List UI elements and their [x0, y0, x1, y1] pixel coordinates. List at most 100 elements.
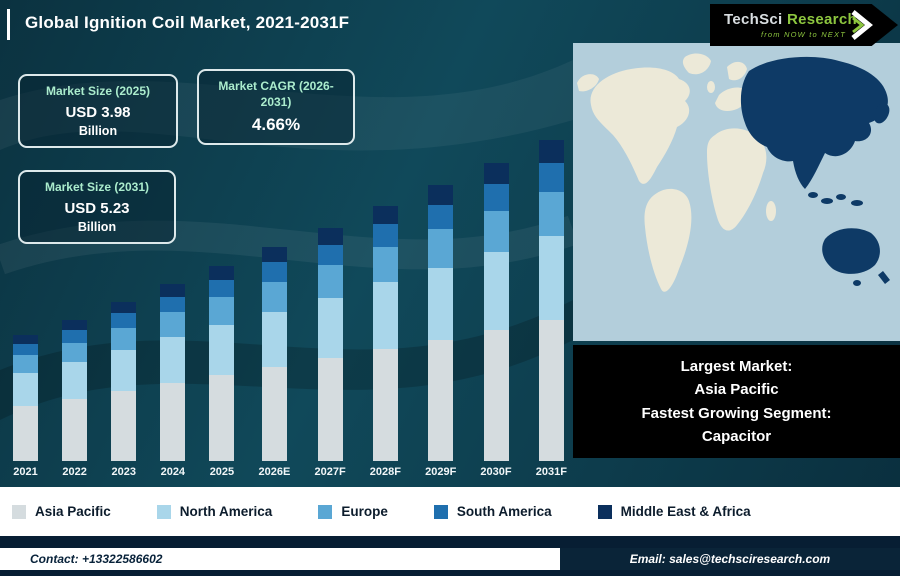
bar-segment [483, 329, 509, 461]
greenland-region [682, 53, 711, 75]
bar-segment [317, 358, 343, 461]
bar-segment [483, 210, 509, 253]
europe-region [715, 87, 749, 111]
bar-group-2023: 2023 [111, 302, 137, 478]
x-axis-label: 2025 [209, 466, 235, 478]
bar-group-2026E: 2026E [258, 247, 291, 478]
bar-segment [372, 246, 398, 283]
footer-contact: Contact: +13322586602 [0, 548, 560, 570]
bar-segment [160, 312, 186, 338]
bar-group-2031F: 2031F [536, 140, 567, 478]
bar-segment [209, 375, 235, 461]
bar-segment [160, 383, 186, 461]
title-accent-line [7, 9, 10, 40]
bar-segment [111, 327, 137, 350]
x-axis-label: 2029F [425, 466, 457, 478]
sea-island [808, 192, 818, 198]
bar-segment [160, 284, 186, 297]
stacked-bar-2022 [62, 320, 88, 461]
bar-segment [261, 367, 287, 461]
bar-segment [209, 279, 235, 298]
bar-segment [317, 298, 343, 359]
bar-group-2028F: 2028F [370, 205, 401, 478]
bar-segment [111, 391, 137, 461]
x-axis-label: 2023 [111, 466, 136, 478]
x-axis-label: 2021 [13, 466, 38, 478]
techsci-logo: TechSci Research from NOW to NEXT [710, 4, 898, 46]
bar-group-2021: 2021 [13, 334, 38, 478]
legend-swatch [156, 504, 171, 519]
bar-segment [62, 342, 88, 363]
callout-line: Fastest Growing Segment: [641, 404, 832, 422]
bar-segment [111, 349, 137, 392]
world-map-panel [573, 43, 900, 341]
stat-value: 4.66% [251, 115, 301, 135]
logo-brand: TechSci Research [724, 11, 857, 28]
alaska-region [577, 74, 599, 92]
logo-tagline: from NOW to NEXT [760, 30, 846, 39]
sea-island [836, 194, 846, 200]
bar-segment [111, 313, 137, 328]
bar-group-2022: 2022 [62, 320, 88, 478]
bar-segment [209, 324, 235, 376]
bar-segment [209, 297, 235, 325]
x-axis-label: 2022 [62, 466, 87, 478]
legend-item-north-america: North America [156, 504, 272, 519]
footer-email: Email: sales@techsciresearch.com [560, 548, 900, 570]
callout-line: Largest Market: [680, 358, 793, 375]
logo-brand-secondary: Research [786, 11, 857, 28]
world-map-svg [573, 43, 900, 341]
x-axis-label: 2024 [160, 466, 186, 478]
stacked-bar-chart: 2021 2022 2023 2024 2025 2026E 2027F 2028F 2029F… [13, 118, 567, 478]
stacked-bar-2026E [261, 247, 287, 461]
stat-label: Market CAGR (2026-2031) [218, 79, 334, 109]
bar-segment [428, 204, 454, 230]
bar-segment [13, 372, 38, 406]
north-america-region [590, 67, 690, 184]
tasmania-region [853, 280, 861, 286]
bar-segment [372, 205, 398, 224]
market-callout-box: Largest Market: Asia Pacific Fastest Gro… [573, 345, 900, 458]
bar-segment [372, 282, 398, 349]
stat-unit: Billion [77, 219, 117, 234]
bar-segment [372, 348, 398, 461]
legend-swatch [318, 504, 333, 519]
stacked-bar-2023 [111, 302, 137, 461]
stacked-bar-2028F [372, 205, 398, 461]
australia-region [822, 228, 880, 274]
legend-item-middle-east-africa: Middle East & Africa [597, 504, 751, 519]
bar-segment [483, 163, 509, 184]
bottom-bar [0, 570, 900, 576]
stacked-bar-2025 [209, 266, 235, 461]
bar-segment [13, 334, 38, 344]
bar-segment [372, 223, 398, 247]
scandinavia-region [727, 61, 747, 81]
bar-segment [62, 320, 88, 330]
japan-region [874, 103, 890, 124]
bar-segment [428, 268, 454, 340]
sea-island [851, 200, 863, 206]
legend-item-asia-pacific: Asia Pacific [12, 504, 111, 519]
x-axis-label: 2031F [535, 466, 567, 478]
x-axis-label: 2026E [258, 466, 291, 478]
x-axis-label: 2030F [480, 466, 512, 478]
bar-segment [317, 265, 343, 299]
bar-segment [317, 228, 343, 245]
stat-value: USD 5.23 [64, 199, 130, 217]
logo-arrow-icon [851, 10, 873, 40]
bar-segment [13, 343, 38, 356]
bar-group-2025: 2025 [209, 266, 235, 478]
bar-segment [538, 140, 564, 163]
bar-segment [160, 337, 186, 384]
bar-segment [538, 162, 564, 192]
bar-segment [538, 236, 564, 320]
stat-card-market-size-2031: Market Size (2031) USD 5.23 Billion [18, 170, 176, 244]
bar-segment [261, 262, 287, 282]
bar-segment [62, 362, 88, 399]
bar-segment [483, 252, 509, 330]
bar-segment [538, 319, 564, 461]
stacked-bar-2030F [483, 163, 509, 461]
stacked-bar-2029F [428, 185, 454, 461]
bar-segment [428, 185, 454, 205]
